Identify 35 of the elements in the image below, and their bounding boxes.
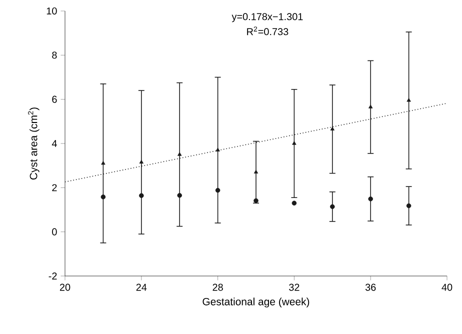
point: [254, 170, 258, 174]
y-tick-label: -2: [48, 272, 57, 280]
point: [101, 160, 106, 165]
point: [368, 196, 373, 202]
x-tick-label: 32: [289, 284, 300, 291]
y-axis-title: Cyst area (cm$^{2}$): [28, 108, 40, 180]
point: [330, 204, 335, 210]
y-tick-label: 2: [52, 184, 57, 192]
y-tick-label: 6: [52, 96, 57, 103]
y-tick-label: 0: [52, 228, 57, 236]
x-tick-label: 36: [365, 284, 376, 291]
point: [406, 203, 412, 208]
x-tick-label: 40: [442, 284, 452, 291]
point: [177, 193, 182, 198]
point: [139, 160, 144, 164]
x-tick-label: 28: [212, 284, 223, 291]
x-tick-label: 24: [136, 284, 147, 291]
point: [406, 98, 411, 102]
point: [216, 148, 220, 152]
y-tick-label: 10: [46, 7, 57, 15]
point: [330, 126, 334, 130]
x-tick-label: 20: [60, 284, 70, 291]
point: [368, 104, 373, 108]
y-tick-label: 8: [52, 52, 57, 59]
point: [254, 198, 258, 204]
annotation: y=0.178x−1.301: [232, 13, 303, 22]
point: [178, 152, 182, 156]
point: [139, 193, 144, 198]
y-tick-label: 4: [52, 140, 57, 147]
point: [292, 200, 297, 206]
x-axis-title: Gestational age (week): [202, 298, 310, 308]
point: [100, 194, 106, 200]
annotation: R$^{2}$=0.733: [247, 26, 288, 36]
point: [215, 188, 220, 193]
point: [292, 141, 296, 145]
